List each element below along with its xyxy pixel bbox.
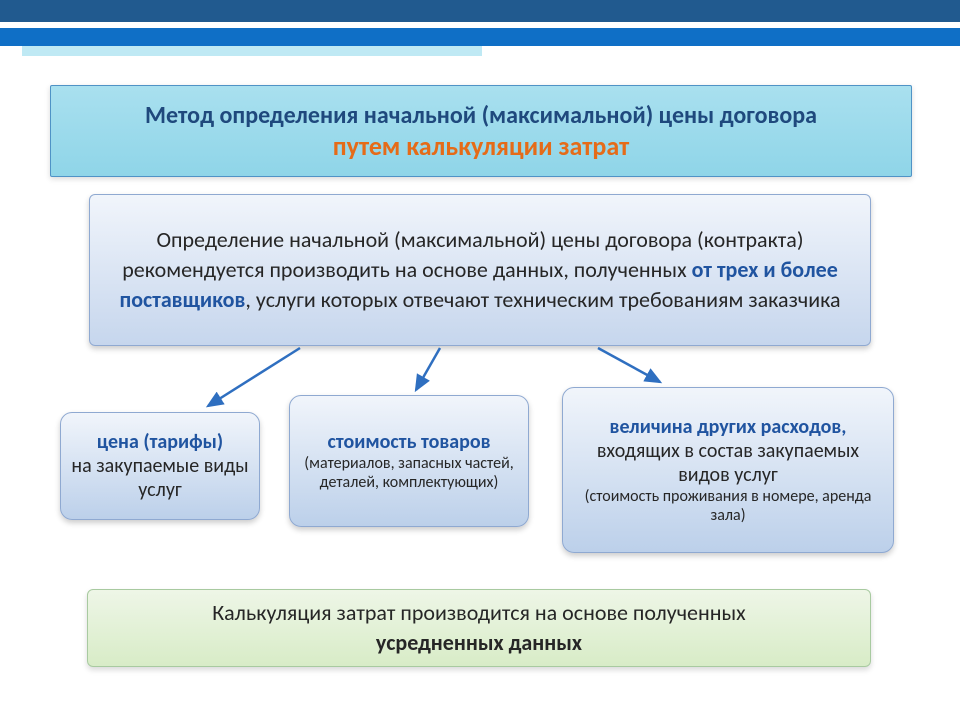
sub-box-other-expenses-note: (стоимость проживания в номере, аренда з… bbox=[573, 487, 883, 525]
bottom-bold: усредненных данных bbox=[376, 629, 582, 656]
sub-box-goods-cost-note: (материалов, запасных частей, деталей, к… bbox=[300, 454, 518, 492]
description-text: Определение начальной (максимальной) цен… bbox=[108, 225, 852, 314]
header-stripe-1 bbox=[0, 0, 960, 22]
title-line-2: путем калькуляции затрат bbox=[51, 130, 911, 162]
title-line-1: Метод определения начальной (максимально… bbox=[51, 101, 911, 130]
sub-box-price: цена (тарифы) на закупаемые виды услуг bbox=[60, 412, 260, 520]
bottom-prefix: Калькуляция затрат производится на основ… bbox=[212, 599, 745, 626]
sub-box-other-expenses: величина других расходов, входящих в сос… bbox=[562, 387, 894, 553]
desc-suffix: , услуги которых отвечают техническим тр… bbox=[245, 286, 840, 313]
arrow-2 bbox=[416, 348, 440, 390]
arrow-3 bbox=[598, 348, 660, 382]
sub-box-price-title: цена (тарифы) bbox=[71, 430, 249, 454]
description-box: Определение начальной (максимальной) цен… bbox=[89, 194, 871, 346]
sub-box-goods-cost: стоимость товаров (материалов, запасных … bbox=[289, 395, 529, 527]
header-accent-bar bbox=[22, 46, 482, 56]
bottom-box: Калькуляция затрат производится на основ… bbox=[87, 589, 871, 667]
title-box: Метод определения начальной (максимально… bbox=[50, 85, 912, 177]
arrow-1 bbox=[208, 348, 300, 406]
bottom-text: Калькуляция затрат производится на основ… bbox=[212, 598, 745, 657]
header-stripe-2 bbox=[0, 28, 960, 46]
sub-box-goods-cost-title: стоимость товаров bbox=[300, 430, 518, 454]
sub-box-other-expenses-body: входящих в состав закупаемых видов услуг bbox=[573, 439, 883, 487]
sub-box-other-expenses-title: величина других расходов, bbox=[573, 415, 883, 439]
sub-box-price-body: на закупаемые виды услуг bbox=[71, 454, 249, 502]
